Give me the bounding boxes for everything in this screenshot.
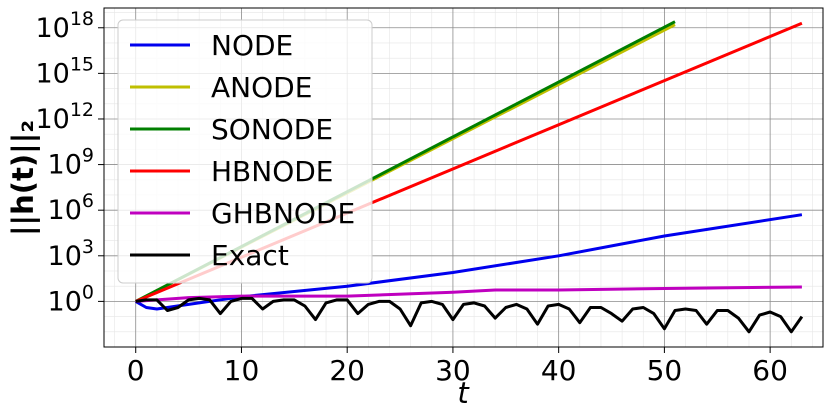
y-tick-label: 109 (48, 145, 94, 181)
x-tick-label: 60 (752, 354, 788, 387)
legend-label-hbnode: HBNODE (211, 155, 334, 188)
y-tick-label: 1018 (35, 8, 94, 44)
legend: NODE ANODE SONODE HBNODE GHBNODE Exact (117, 19, 373, 284)
y-tick-label: 1015 (35, 53, 94, 89)
legend-label-node: NODE (211, 29, 293, 62)
y-tick-label: 103 (48, 236, 94, 272)
x-tick-label: 20 (329, 354, 365, 387)
legend-label-ghbnode: GHBNODE (211, 197, 355, 230)
y-tick-label: 1012 (35, 99, 94, 135)
x-tick-label: 30 (435, 354, 471, 387)
y-tick-label: 106 (48, 190, 94, 226)
x-tick-label: 50 (647, 354, 683, 387)
series-line-node (134, 213, 803, 311)
legend-label-anode: ANODE (211, 71, 312, 104)
x-axis-label: t (457, 376, 470, 410)
y-axis-ticks: 100 103 106 109 1012 1015 1018 (35, 8, 104, 317)
x-tick-label: 10 (224, 354, 260, 387)
legend-label-sonode: SONODE (211, 113, 333, 146)
x-tick-label: 0 (127, 354, 145, 387)
x-axis-ticks: 0 10 20 30 40 50 60 (127, 347, 788, 387)
legend-label-exact: Exact (211, 239, 289, 272)
y-axis-label: ||h(t)||₂ (6, 120, 40, 236)
series-line-ghbnode (135, 285, 802, 303)
x-tick-label: 40 (541, 354, 577, 387)
series-line-exact (135, 296, 804, 334)
plot-frame (103, 7, 824, 348)
y-tick-label: 100 (48, 281, 94, 317)
